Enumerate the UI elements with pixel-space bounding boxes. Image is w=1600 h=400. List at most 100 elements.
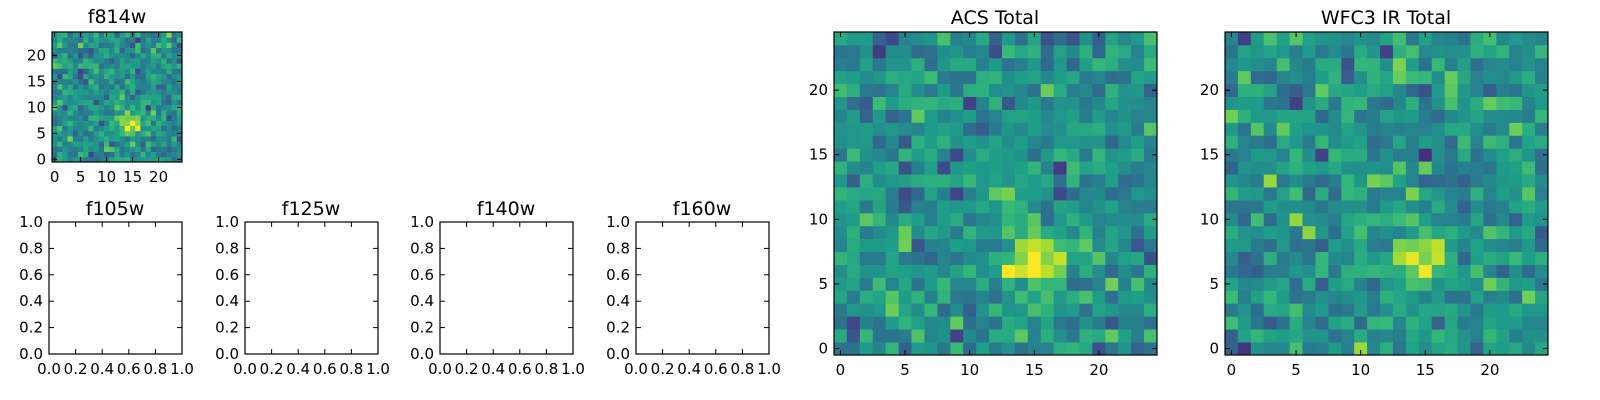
heatmap-cell <box>989 32 1003 46</box>
heatmap-cell <box>1066 199 1080 214</box>
heatmap-cell <box>937 109 951 123</box>
heatmap-cell <box>130 115 136 121</box>
axis-ticks-f160w: 0.0 0.2 0.4 0.6 0.8 1.00.00.20.40.60.81.0 <box>606 213 781 378</box>
heatmap-cell <box>1225 135 1239 149</box>
heatmap-cell <box>83 104 89 111</box>
heatmap-cell <box>88 136 94 142</box>
heatmap-cell <box>1118 148 1132 162</box>
heatmap-cell <box>171 156 178 163</box>
heatmap-cell <box>1053 251 1067 265</box>
heatmap-cell <box>1014 290 1029 304</box>
heatmap-cell <box>171 68 178 74</box>
x-tick-label: 1.0 <box>170 360 194 378</box>
heatmap-cell <box>1392 57 1407 72</box>
heatmap-cell <box>1040 32 1055 46</box>
heatmap-cell <box>1225 329 1239 343</box>
heatmap-cell <box>911 174 925 188</box>
heatmap-cell <box>166 63 172 69</box>
heatmap-cell <box>1380 303 1394 317</box>
heatmap-cell <box>1392 277 1407 291</box>
heatmap-cell <box>161 120 167 126</box>
heatmap-cell <box>124 58 131 64</box>
heatmap-cell <box>872 161 887 175</box>
heatmap-cell <box>1250 199 1265 214</box>
heatmap-cell <box>104 120 110 126</box>
heatmap-cell <box>1131 342 1145 356</box>
heatmap-cell <box>924 329 938 343</box>
heatmap-cell <box>1470 57 1484 72</box>
heatmap-cell <box>1079 161 1093 175</box>
heatmap-cell <box>989 174 1003 188</box>
heatmap-cell <box>1237 148 1252 162</box>
heatmap-cell <box>150 94 157 100</box>
heatmap-cell <box>1457 187 1471 201</box>
heatmap-cell <box>1053 329 1067 343</box>
y-tick-label: 0.4 <box>215 292 239 310</box>
heatmap-cell <box>1405 83 1420 97</box>
heatmap-cell <box>1027 161 1042 175</box>
heatmap-cell <box>135 136 141 142</box>
heatmap-cell <box>1457 199 1471 214</box>
heatmap-cell <box>98 47 105 54</box>
heatmap-cell <box>124 115 131 121</box>
heatmap-cell <box>885 264 899 278</box>
heatmap-cell <box>156 84 162 90</box>
heatmap-cell <box>1131 187 1145 201</box>
heatmap-cell <box>1483 303 1497 317</box>
heatmap-cell <box>1431 187 1446 201</box>
heatmap-cell <box>950 199 964 214</box>
heatmap-cell <box>859 83 874 97</box>
heatmap-cell <box>156 52 162 59</box>
heatmap-cell <box>1001 225 1016 240</box>
heatmap-cell <box>1457 96 1471 110</box>
heatmap-cell <box>93 58 100 64</box>
heatmap-cell <box>1405 264 1420 278</box>
heatmap-cell <box>1341 122 1355 136</box>
heatmap-cell <box>911 303 925 317</box>
heatmap-cell <box>98 37 105 43</box>
heatmap-cell <box>1001 135 1016 149</box>
heatmap-cell <box>989 329 1003 343</box>
heatmap-cell <box>1431 225 1446 240</box>
heatmap-cell <box>1040 251 1055 265</box>
heatmap-cell <box>1496 251 1510 265</box>
heatmap-cell <box>166 104 172 111</box>
axis-ticks-f125w: 0.0 0.2 0.4 0.6 0.8 1.00.00.20.40.60.81.0 <box>215 213 390 378</box>
heatmap-cell <box>1263 225 1278 240</box>
heatmap-cell <box>1027 109 1042 123</box>
heatmap-cell <box>150 120 157 126</box>
x-tick-label: 0.8 <box>339 360 363 378</box>
heatmap-cell <box>67 78 74 85</box>
heatmap-cells-f814w <box>52 32 183 163</box>
heatmap-cell <box>145 52 152 59</box>
heatmap-cell <box>1392 161 1407 175</box>
heatmap-cell <box>885 225 899 240</box>
heatmap-cell <box>1392 122 1407 136</box>
heatmap-cell <box>72 94 79 100</box>
heatmap-cell <box>1237 174 1252 188</box>
heatmap-cell <box>114 99 120 106</box>
heatmap-cell <box>1027 251 1042 265</box>
heatmap-cell <box>1040 135 1055 149</box>
heatmap-cell <box>1302 316 1316 330</box>
heatmap-cell <box>72 68 79 74</box>
heatmap-cell <box>911 32 925 46</box>
heatmap-cell <box>1092 277 1106 291</box>
heatmap-cell <box>124 120 131 126</box>
heatmap-cell <box>1014 238 1029 253</box>
heatmap-cell <box>1053 44 1067 59</box>
heatmap-cell <box>93 130 100 137</box>
heatmap-cell <box>1118 264 1132 278</box>
heatmap-cell <box>1328 122 1342 136</box>
heatmap-cell <box>1405 316 1420 330</box>
heatmap-cell <box>109 84 115 90</box>
heatmap-cell <box>98 104 105 111</box>
heatmap-cell <box>1535 264 1549 278</box>
heatmap-cell <box>1354 290 1368 304</box>
heatmap-cell <box>1405 251 1420 265</box>
heatmap-cell <box>1079 277 1093 291</box>
heatmap-cell <box>1237 290 1252 304</box>
heatmap-cell <box>1289 225 1303 240</box>
heatmap-cell <box>67 52 74 59</box>
heatmap-cell <box>846 161 861 175</box>
